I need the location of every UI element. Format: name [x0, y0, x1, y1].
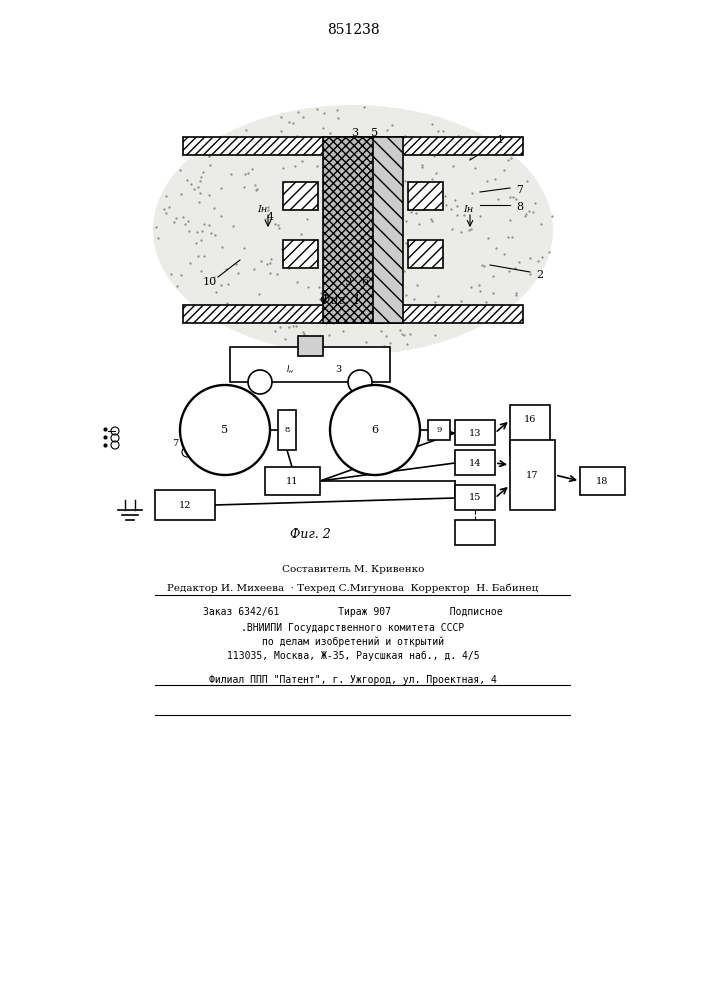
Text: 11: 11: [286, 477, 298, 486]
Bar: [455, 450, 495, 475]
Bar: [455, 420, 495, 445]
Circle shape: [348, 370, 372, 394]
Text: 5: 5: [371, 128, 378, 138]
Bar: [298, 336, 323, 356]
Text: Филиал ППП "Патент", г. Ужгород, ул. Проектная, 4: Филиал ППП "Патент", г. Ужгород, ул. Про…: [209, 675, 497, 685]
Bar: [283, 182, 318, 210]
Text: 12: 12: [179, 500, 192, 510]
Bar: [278, 410, 296, 450]
Text: 5: 5: [221, 425, 228, 435]
Text: .ВНИИПИ Государственного комитета СССР: .ВНИИПИ Государственного комитета СССР: [241, 623, 464, 633]
Bar: [183, 305, 523, 323]
Bar: [323, 137, 383, 323]
Text: Редактор И. Михеева  · Техред С.Мигунова  Корректор  Н. Бабинец: Редактор И. Михеева · Техред С.Мигунова …: [168, 583, 539, 593]
Bar: [580, 467, 625, 495]
Bar: [230, 347, 390, 382]
Text: Iн: Iн: [257, 206, 267, 215]
Text: 15: 15: [469, 493, 481, 502]
Text: Составитель М. Кривенко: Составитель М. Кривенко: [282, 566, 424, 574]
Text: 16: 16: [524, 416, 536, 424]
Text: 851238: 851238: [327, 23, 380, 37]
Bar: [265, 467, 320, 495]
Text: по делам изобретений и открытий: по делам изобретений и открытий: [262, 637, 444, 647]
Text: 8: 8: [516, 202, 524, 212]
Text: 8: 8: [284, 426, 290, 434]
Bar: [155, 490, 215, 520]
Bar: [455, 485, 495, 510]
Text: Фиг. 1: Фиг. 1: [320, 294, 361, 306]
Text: 10: 10: [203, 277, 217, 287]
Bar: [283, 240, 318, 268]
Bar: [373, 137, 403, 323]
Text: 3: 3: [335, 365, 341, 374]
Text: 9: 9: [436, 426, 442, 434]
Bar: [408, 240, 443, 268]
Text: 113035, Москва, Ж-35, Раусшкая наб., д. 4/5: 113035, Москва, Ж-35, Раусшкая наб., д. …: [227, 651, 479, 661]
Bar: [455, 520, 495, 545]
Text: 9: 9: [344, 277, 351, 287]
Text: 1: 1: [496, 135, 503, 145]
Circle shape: [248, 370, 272, 394]
Text: Фиг. 2: Фиг. 2: [290, 528, 330, 542]
Text: 6: 6: [361, 277, 368, 287]
Bar: [510, 440, 555, 510]
Text: 6: 6: [371, 425, 378, 435]
Bar: [408, 182, 443, 210]
Text: 14: 14: [469, 458, 481, 468]
Circle shape: [330, 385, 420, 475]
Text: 2: 2: [537, 270, 544, 280]
Text: 4: 4: [267, 212, 274, 222]
Text: Iн: Iн: [463, 206, 473, 215]
Text: 7: 7: [172, 438, 178, 448]
Text: $I_н$: $I_н$: [286, 364, 294, 376]
Ellipse shape: [153, 105, 553, 355]
Text: 17: 17: [526, 471, 538, 480]
Bar: [428, 420, 450, 440]
Text: $I_н$: $I_н$: [308, 340, 316, 352]
Bar: [183, 137, 523, 155]
Text: 3: 3: [351, 128, 358, 138]
Text: 7: 7: [517, 185, 523, 195]
Text: Заказ 6342/61          Тираж 907          Подписное: Заказ 6342/61 Тираж 907 Подписное: [203, 607, 503, 617]
Text: 13: 13: [469, 428, 481, 438]
Bar: [510, 405, 550, 455]
Circle shape: [180, 385, 270, 475]
Text: 18: 18: [596, 477, 608, 486]
